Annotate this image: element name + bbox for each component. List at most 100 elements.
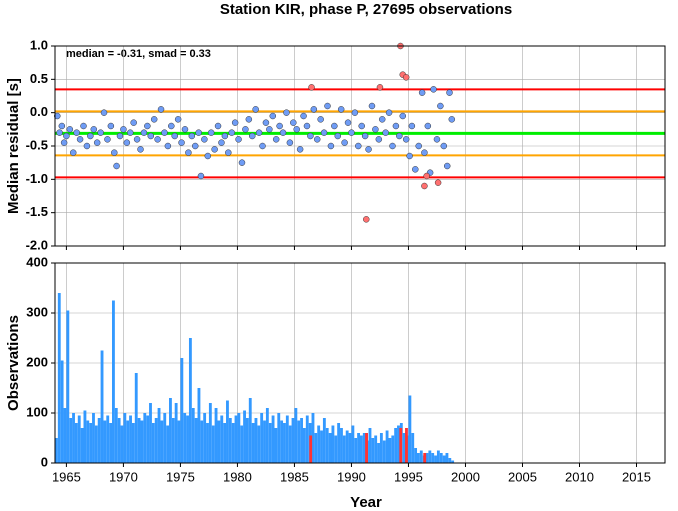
data-point xyxy=(207,129,215,136)
data-point xyxy=(355,142,362,150)
data-point xyxy=(168,122,175,130)
bar xyxy=(200,420,204,463)
bar xyxy=(425,453,429,463)
data-point xyxy=(418,89,426,96)
bar xyxy=(271,415,275,463)
bar xyxy=(288,425,292,463)
y-tick-label: 0.0 xyxy=(30,104,48,119)
data-point xyxy=(434,179,442,186)
bar xyxy=(220,415,224,463)
data-point xyxy=(127,129,134,136)
data-point xyxy=(214,122,222,130)
data-point xyxy=(137,146,144,153)
bar xyxy=(365,433,368,463)
bar xyxy=(405,428,408,463)
bar xyxy=(146,415,150,463)
data-point xyxy=(424,122,432,130)
bar xyxy=(109,423,113,463)
bar xyxy=(86,420,90,463)
data-point xyxy=(56,129,63,136)
bar xyxy=(320,430,323,463)
data-point xyxy=(296,146,304,153)
bar xyxy=(371,438,375,463)
bar xyxy=(285,415,289,463)
bar xyxy=(55,438,58,463)
data-point xyxy=(382,129,389,136)
data-point xyxy=(372,126,379,133)
bar xyxy=(354,438,358,463)
bar xyxy=(126,420,130,463)
data-point xyxy=(211,146,218,153)
bar xyxy=(345,430,349,463)
x-tick-label: 2010 xyxy=(565,469,594,484)
y-tick-label: 100 xyxy=(26,404,48,419)
data-point xyxy=(181,126,189,133)
data-point xyxy=(97,129,104,136)
data-point xyxy=(276,122,283,130)
data-point xyxy=(120,126,127,133)
bar xyxy=(362,433,366,463)
data-point xyxy=(228,129,235,136)
data-point xyxy=(58,122,66,130)
data-point xyxy=(363,216,370,223)
data-point xyxy=(402,136,410,143)
data-point xyxy=(130,119,137,126)
bar xyxy=(257,425,261,463)
bar xyxy=(245,418,249,463)
bar xyxy=(251,423,255,463)
data-point xyxy=(259,142,266,150)
data-point xyxy=(76,136,84,143)
bar xyxy=(311,413,315,463)
bar xyxy=(203,413,207,463)
bar xyxy=(169,398,172,463)
bar xyxy=(89,423,93,463)
annotation: median = -0.31, smad = 0.33 xyxy=(66,48,211,60)
data-point xyxy=(334,132,342,140)
data-point xyxy=(249,132,256,140)
bar xyxy=(69,418,73,463)
x-tick-label: 1985 xyxy=(280,469,309,484)
data-point xyxy=(266,126,273,133)
bar xyxy=(436,450,440,463)
bar xyxy=(226,400,229,463)
data-point xyxy=(310,106,318,113)
bar xyxy=(340,428,343,463)
data-point xyxy=(201,136,208,143)
bar xyxy=(382,440,386,463)
bar xyxy=(411,433,415,463)
data-point xyxy=(375,136,383,143)
data-point xyxy=(113,162,120,170)
bar xyxy=(379,433,383,463)
data-point xyxy=(66,126,74,133)
data-point xyxy=(378,116,386,123)
bar xyxy=(117,418,121,463)
bar xyxy=(60,360,64,463)
bar xyxy=(163,413,167,463)
x-tick-label: 2005 xyxy=(508,469,537,484)
data-point xyxy=(164,142,172,150)
data-point xyxy=(361,132,369,140)
data-point xyxy=(308,84,315,91)
data-point xyxy=(123,139,131,146)
y-tick-label: 0.5 xyxy=(30,71,48,86)
data-point xyxy=(423,172,430,180)
bar xyxy=(94,425,98,463)
bar xyxy=(291,418,295,463)
data-point xyxy=(344,119,352,126)
bar xyxy=(442,455,446,463)
data-point xyxy=(238,159,246,166)
data-point xyxy=(107,122,115,130)
data-point xyxy=(54,112,61,120)
bar xyxy=(223,423,227,463)
data-point xyxy=(185,149,192,156)
data-point xyxy=(300,112,307,120)
bar xyxy=(106,415,110,463)
data-point xyxy=(60,139,68,146)
bar xyxy=(368,428,372,463)
bar xyxy=(342,435,346,463)
data-point xyxy=(351,109,359,116)
data-point xyxy=(174,116,182,123)
bar xyxy=(294,408,298,463)
data-point xyxy=(245,116,253,123)
data-point xyxy=(293,126,300,133)
